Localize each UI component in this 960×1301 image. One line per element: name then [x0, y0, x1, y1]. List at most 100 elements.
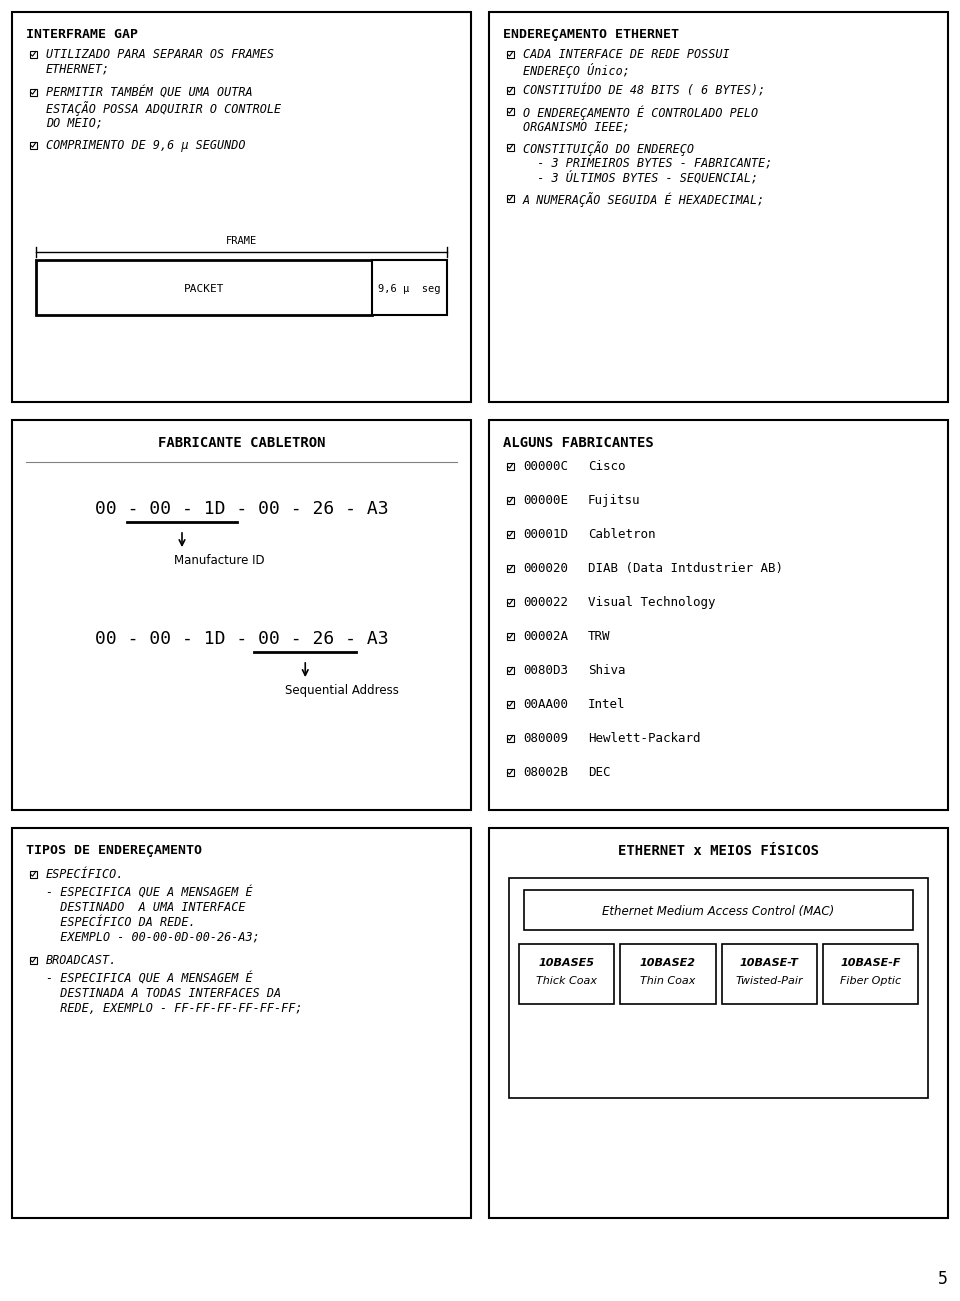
Bar — [507, 86, 514, 94]
Text: Ethernet Medium Access Control (MAC): Ethernet Medium Access Control (MAC) — [602, 905, 834, 919]
Text: Fiber Optic: Fiber Optic — [840, 976, 900, 986]
Text: 00000C: 00000C — [523, 461, 568, 474]
Bar — [507, 666, 514, 674]
Text: 0080D3: 0080D3 — [523, 664, 568, 677]
Text: - ESPECIFICA QUE A MENSAGEM É: - ESPECIFICA QUE A MENSAGEM É — [46, 972, 252, 985]
Bar — [12, 420, 471, 811]
Text: TRW: TRW — [588, 630, 611, 643]
Bar — [507, 195, 514, 202]
Bar — [509, 878, 928, 1098]
Bar — [30, 88, 36, 95]
Text: Cabletron: Cabletron — [588, 528, 656, 541]
Bar — [30, 51, 36, 57]
Text: ESTAÇÃO POSSA ADQUIRIR O CONTROLE: ESTAÇÃO POSSA ADQUIRIR O CONTROLE — [46, 101, 281, 116]
Text: DESTINADO  A UMA INTERFACE: DESTINADO A UMA INTERFACE — [46, 902, 246, 915]
Text: 10BASE5: 10BASE5 — [539, 958, 594, 968]
Text: 080009: 080009 — [523, 732, 568, 745]
Bar — [30, 956, 36, 964]
Text: REDE, EXEMPLO - FF-FF-FF-FF-FF-FF;: REDE, EXEMPLO - FF-FF-FF-FF-FF-FF; — [46, 1002, 302, 1015]
Bar — [507, 565, 514, 571]
Text: 00000E: 00000E — [523, 494, 568, 507]
Text: DESTINADA A TODAS INTERFACES DA: DESTINADA A TODAS INTERFACES DA — [46, 987, 281, 1000]
Text: 08002B: 08002B — [523, 766, 568, 779]
Text: ENDEREÇO Único;: ENDEREÇO Único; — [523, 62, 630, 78]
Bar — [507, 700, 514, 708]
Text: 5: 5 — [938, 1270, 948, 1288]
Bar — [30, 870, 36, 877]
Text: 000020: 000020 — [523, 562, 568, 575]
Text: Cisco: Cisco — [588, 461, 626, 474]
Text: - 3 PRIMEIROS BYTES - FABRICANTE;: - 3 PRIMEIROS BYTES - FABRICANTE; — [523, 156, 773, 169]
Text: CADA INTERFACE DE REDE POSSUI: CADA INTERFACE DE REDE POSSUI — [523, 48, 730, 61]
Text: - 3 ÚLTIMOS BYTES - SEQUENCIAL;: - 3 ÚLTIMOS BYTES - SEQUENCIAL; — [523, 170, 758, 185]
Text: Visual Technology: Visual Technology — [588, 596, 715, 609]
Text: FRAME: FRAME — [226, 235, 257, 246]
Bar — [507, 598, 514, 605]
Text: Sequential Address: Sequential Address — [285, 684, 399, 697]
Text: ETHERNET x MEIOS FÍSICOS: ETHERNET x MEIOS FÍSICOS — [618, 844, 819, 857]
Bar — [620, 945, 715, 1004]
Text: 00 - 00 - 1D - 00 - 26 - A3: 00 - 00 - 1D - 00 - 26 - A3 — [95, 630, 388, 648]
Bar — [507, 769, 514, 775]
Text: 10BASE-T: 10BASE-T — [740, 958, 799, 968]
Bar — [36, 260, 372, 315]
Text: ESPECÍFICO.: ESPECÍFICO. — [46, 868, 125, 881]
Text: 000022: 000022 — [523, 596, 568, 609]
Text: 10BASE-F: 10BASE-F — [840, 958, 900, 968]
Text: DEC: DEC — [588, 766, 611, 779]
Bar — [30, 142, 36, 148]
Bar — [507, 462, 514, 470]
Text: PERMITIR TAMBÉM QUE UMA OUTRA: PERMITIR TAMBÉM QUE UMA OUTRA — [46, 86, 252, 99]
Bar — [507, 531, 514, 537]
Bar — [489, 12, 948, 402]
Bar — [507, 632, 514, 640]
Text: ALGUNS FABRICANTES: ALGUNS FABRICANTES — [503, 436, 654, 450]
Text: - ESPECIFICA QUE A MENSAGEM É: - ESPECIFICA QUE A MENSAGEM É — [46, 886, 252, 899]
Text: DIAB (Data Intdustrier AB): DIAB (Data Intdustrier AB) — [588, 562, 783, 575]
Bar — [12, 827, 471, 1218]
Text: Thin Coax: Thin Coax — [640, 976, 696, 986]
Text: Thick Coax: Thick Coax — [536, 976, 597, 986]
Text: FABRICANTE CABLETRON: FABRICANTE CABLETRON — [157, 436, 325, 450]
Text: EXEMPLO - 00-00-0D-00-26-A3;: EXEMPLO - 00-00-0D-00-26-A3; — [46, 932, 260, 945]
Text: COMPRIMENTO DE 9,6 μ SEGUNDO: COMPRIMENTO DE 9,6 μ SEGUNDO — [46, 139, 246, 152]
Bar — [507, 735, 514, 742]
Text: DO MEIO;: DO MEIO; — [46, 116, 103, 129]
Text: 9,6 μ  seg: 9,6 μ seg — [378, 285, 441, 294]
Text: BROADCAST.: BROADCAST. — [46, 954, 117, 967]
Text: PACKET: PACKET — [183, 285, 225, 294]
Bar — [507, 108, 514, 114]
Text: Twisted-Pair: Twisted-Pair — [735, 976, 803, 986]
Text: 00001D: 00001D — [523, 528, 568, 541]
Bar — [507, 51, 514, 57]
Text: TIPOS DE ENDEREÇAMENTO: TIPOS DE ENDEREÇAMENTO — [26, 844, 202, 857]
Bar — [823, 945, 918, 1004]
Text: ESPECÍFICO DA REDE.: ESPECÍFICO DA REDE. — [46, 916, 196, 929]
Text: Shiva: Shiva — [588, 664, 626, 677]
Text: INTERFRAME GAP: INTERFRAME GAP — [26, 29, 138, 42]
Text: Fujitsu: Fujitsu — [588, 494, 640, 507]
Text: Manufacture ID: Manufacture ID — [174, 554, 265, 567]
Bar — [507, 497, 514, 503]
Text: A NUMERAÇÃO SEGUIDA É HEXADECIMAL;: A NUMERAÇÃO SEGUIDA É HEXADECIMAL; — [523, 193, 765, 207]
Text: ETHERNET;: ETHERNET; — [46, 62, 110, 75]
Bar — [489, 420, 948, 811]
Text: CONSTITUIÇÃO DO ENDEREÇO: CONSTITUIÇÃO DO ENDEREÇO — [523, 141, 694, 156]
Bar — [372, 260, 447, 315]
Bar — [722, 945, 817, 1004]
Text: Hewlett-Packard: Hewlett-Packard — [588, 732, 701, 745]
Text: Intel: Intel — [588, 699, 626, 712]
Bar — [519, 945, 614, 1004]
Text: 00002A: 00002A — [523, 630, 568, 643]
Text: 10BASE2: 10BASE2 — [640, 958, 696, 968]
Text: CONSTITUÍDO DE 48 BITS ( 6 BYTES);: CONSTITUÍDO DE 48 BITS ( 6 BYTES); — [523, 85, 765, 98]
Text: UTILIZADO PARA SEPARAR OS FRAMES: UTILIZADO PARA SEPARAR OS FRAMES — [46, 48, 274, 61]
Bar — [12, 12, 471, 402]
Bar — [507, 143, 514, 151]
Text: ORGANISMO IEEE;: ORGANISMO IEEE; — [523, 120, 630, 133]
Bar — [524, 890, 913, 930]
Text: 00 - 00 - 1D - 00 - 26 - A3: 00 - 00 - 1D - 00 - 26 - A3 — [95, 500, 388, 518]
Bar — [489, 827, 948, 1218]
Text: 00AA00: 00AA00 — [523, 699, 568, 712]
Text: ENDEREÇAMENTO ETHERNET: ENDEREÇAMENTO ETHERNET — [503, 29, 679, 42]
